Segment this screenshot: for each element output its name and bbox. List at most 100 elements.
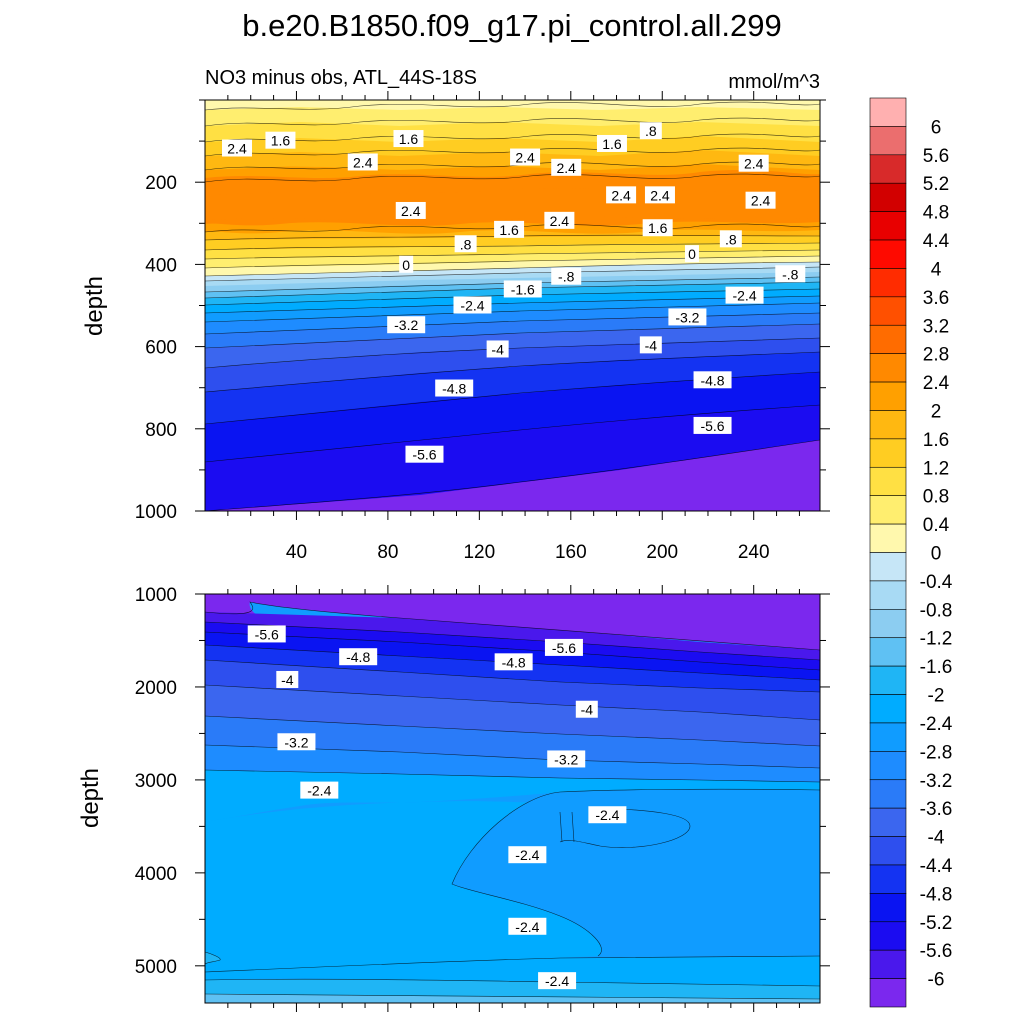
upper-contour-label-box — [551, 158, 582, 176]
upper-contour-label: -4.8 — [693, 371, 732, 389]
lower-contour-label-box — [547, 750, 586, 768]
upper-contour-label: 2.4 — [395, 201, 426, 219]
lower-band-neg-2p8 — [205, 745, 820, 782]
lower-band-neg-2p8-wedge — [452, 789, 820, 956]
lower-axes: 1000 2000 3000 4000 5000 — [135, 585, 830, 1012]
colorbar-box — [869, 893, 907, 923]
colorbar-box — [869, 239, 907, 269]
upper-contour-label-text: 2.4 — [550, 213, 570, 229]
lower-contour-label-box — [277, 733, 316, 751]
upper-contour-label: 0 — [399, 255, 414, 273]
colorbar-label: -1.6 — [920, 657, 953, 678]
upper-contour-label-box — [693, 371, 732, 389]
colorbar-label: 4.8 — [923, 203, 949, 224]
upper-contour-label: 2.4 — [606, 186, 637, 204]
upper-contour-label-text: 2.4 — [401, 203, 421, 219]
colorbar-box — [869, 694, 907, 724]
upper-contour-label-box — [738, 154, 769, 172]
lower-contour-label-box — [300, 781, 339, 799]
lower-y-tick-label: 4000 — [135, 864, 177, 885]
lower-contour-label-box — [508, 846, 547, 864]
lower-contour-label-box — [494, 653, 533, 671]
colorbar-box — [869, 154, 907, 184]
upper-contour-label-box — [606, 186, 637, 204]
lower-contour-label-text: -4.8 — [502, 654, 526, 670]
upper-x-tick-label: 80 — [377, 542, 398, 563]
upper-contour-label-text: 1.6 — [602, 136, 622, 152]
lower-band-neg-2p4-core — [205, 801, 682, 972]
upper-contour-label-box — [725, 286, 764, 304]
colorbar-labels: 6 5.6 5.2 4.8 4.4 4 3.6 3.2 2.8 2.4 2 1.6 1.2 0.8 0.4 0… — [920, 117, 953, 990]
upper-contour-label-box — [693, 416, 732, 434]
colorbar-box — [869, 949, 907, 979]
upper-contour-label: 2.4 — [544, 211, 575, 229]
figure-title: b.e20.B1850.f09_g17.pi_control.all.299 — [242, 8, 782, 43]
upper-contour-label-text: -4.8 — [442, 381, 466, 397]
lower-band-neg-2p4-tongue — [205, 770, 820, 822]
lower-contour-label: -3.2 — [547, 750, 586, 768]
lower-contour-label-text: -2.4 — [545, 973, 569, 989]
colorbar-label: 0 — [931, 544, 942, 565]
colorbar-label: -0.4 — [920, 572, 953, 593]
colorbar-label: 2 — [931, 401, 942, 422]
lower-contour-label-text: -4 — [281, 672, 294, 688]
colorbar-label: 2.8 — [923, 345, 949, 366]
colorbar-box — [869, 97, 907, 127]
lower-contour-label-box — [544, 638, 583, 656]
lower-contour-label: -2.4 — [538, 972, 577, 990]
upper-contour-label-text: -4.8 — [700, 372, 724, 388]
upper-contour-label-text: 2.4 — [556, 160, 576, 176]
upper-contour-label-box — [644, 186, 675, 204]
colorbar-label: -0.8 — [920, 600, 953, 621]
colorbar-label: 3.6 — [923, 288, 949, 309]
upper-contour-label: -4 — [486, 340, 509, 358]
upper-contour-label-box — [510, 148, 541, 166]
colorbar-label: -3.2 — [920, 771, 953, 792]
upper-contour-label-box — [642, 219, 673, 237]
upper-contour-label-box — [494, 220, 525, 238]
upper-contour-label: 2.4 — [644, 186, 675, 204]
lower-contour-label-text: -5.6 — [255, 626, 279, 642]
lower-contour-label-text: -2.4 — [307, 783, 331, 799]
upper-contour-label: -4 — [639, 336, 662, 354]
lower-contour-label-text: -4.8 — [346, 649, 370, 665]
upper-y-tick-label: 200 — [145, 173, 177, 194]
upper-contour-label: -2.4 — [453, 296, 492, 314]
lower-y-tick-label: 2000 — [135, 678, 177, 699]
lower-contour-label-box — [588, 806, 627, 824]
colorbar-label: -4.4 — [920, 856, 953, 877]
upper-contour-label: 2.4 — [347, 153, 378, 171]
upper-contour-label: -4.8 — [435, 379, 474, 397]
lower-contour-label-text: -4 — [581, 702, 594, 718]
upper-contour-label-text: -1.6 — [511, 281, 535, 297]
upper-contour-label-box — [395, 201, 426, 219]
colorbar-box — [869, 126, 907, 156]
lower-contour-label: -4 — [276, 670, 299, 688]
upper-contour-label: 0 — [684, 245, 699, 263]
upper-contour-label-text: -2.4 — [732, 288, 756, 304]
lower-contour-label: -4.8 — [494, 653, 533, 671]
upper-contour-label-text: -3.2 — [675, 309, 699, 325]
colorbar-label: -6 — [928, 970, 945, 991]
lower-band-bottom-1p6 — [205, 994, 820, 1003]
lower-contour-label-text: -2.4 — [515, 919, 539, 935]
upper-contour-label-box — [668, 308, 707, 326]
lower-plot-frame — [204, 593, 821, 1004]
upper-contour-label: -2.4 — [725, 286, 764, 304]
lower-contour-label: -2.4 — [508, 917, 547, 935]
lower-contour-label-text: -3.2 — [554, 751, 578, 767]
colorbar-label: 1.6 — [923, 430, 949, 451]
upper-x-tick-label: 120 — [463, 542, 495, 563]
colorbar-label: -3.6 — [920, 799, 953, 820]
lower-y-axis-title: depth — [77, 768, 104, 828]
colorbar-label: -5.2 — [920, 913, 953, 934]
lower-y-tick-label: 1000 — [135, 585, 177, 606]
colorbar-box — [869, 552, 907, 582]
colorbar-label: 0.8 — [923, 487, 949, 508]
lower-band-neg-5p2 — [205, 622, 820, 670]
colorbar-label: 6 — [931, 117, 942, 138]
upper-panel: 40 80 120 160 200 240 200 400 600 800 1000 2.4 1.6 1… — [81, 91, 830, 563]
lower-contour-label: -2.4 — [508, 846, 547, 864]
upper-x-tick-label: 200 — [646, 542, 678, 563]
upper-contour-label-box — [405, 445, 444, 463]
